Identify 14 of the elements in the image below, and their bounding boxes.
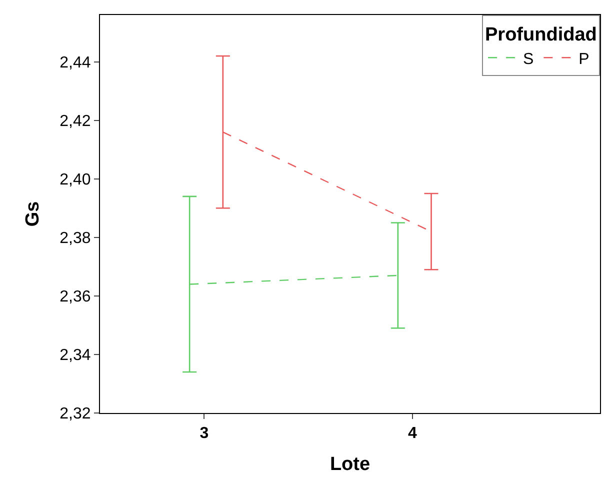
legend-title: Profundidad — [485, 24, 597, 46]
y-tick-label: 2,42 — [60, 112, 91, 130]
y-tick-label: 2,32 — [60, 406, 91, 423]
y-tick-label: 2,34 — [60, 347, 91, 364]
y-tick-label: 2,40 — [60, 171, 91, 188]
y-tick-label: 2,36 — [60, 288, 91, 306]
x-tick-label: 3 — [200, 425, 209, 442]
y-tick-label: 2,38 — [60, 230, 91, 248]
y-axis-title: Gs — [22, 201, 44, 227]
x-tick-label: 4 — [408, 425, 418, 442]
y-tick-label: 2,44 — [60, 54, 91, 72]
x-axis-title: Lote — [330, 454, 370, 475]
legend-label: S — [523, 50, 534, 68]
legend-label: P — [578, 50, 590, 68]
